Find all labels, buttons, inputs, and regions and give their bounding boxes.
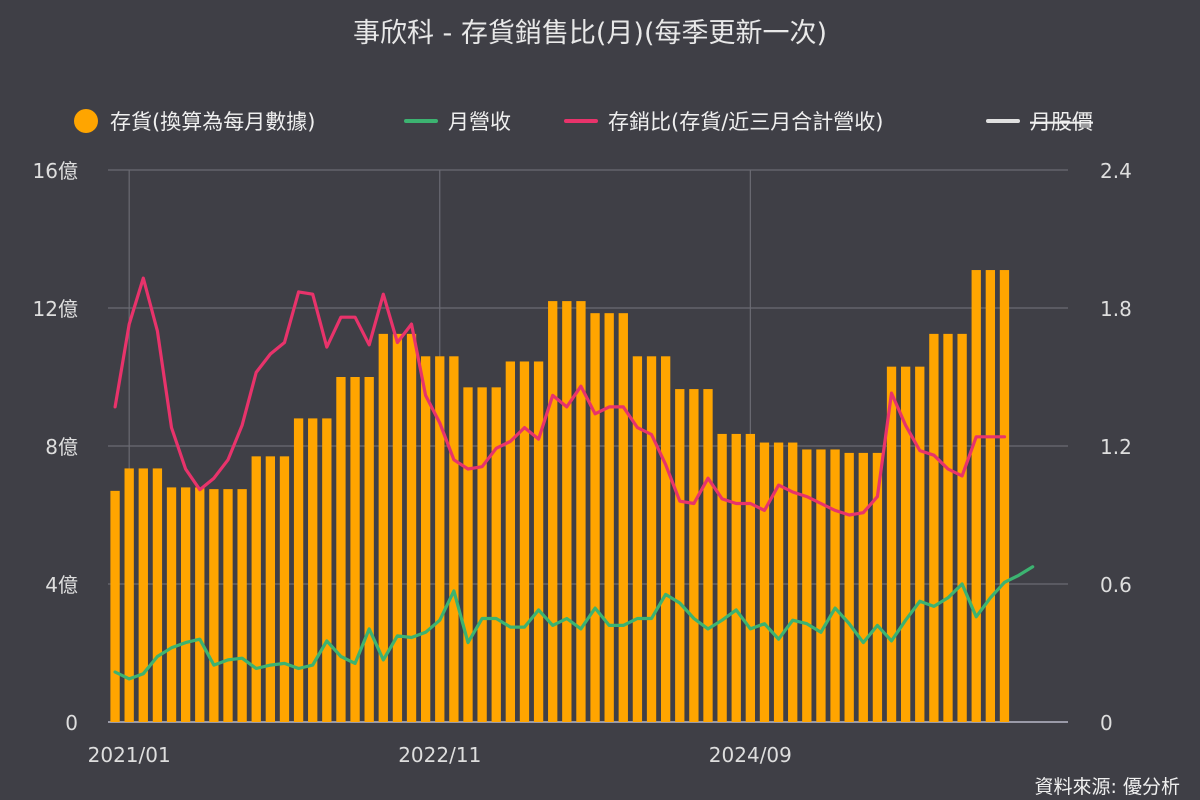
inventory-bar: [703, 389, 713, 722]
inventory-bar: [336, 377, 346, 722]
inventory-bar: [406, 333, 417, 722]
right-tick-label: 2.4: [1100, 159, 1132, 183]
right-axis-ticks: 0 0.6 1.2 1.8 2.4: [1100, 159, 1132, 735]
inventory-bar: [378, 333, 388, 722]
inventory-bar: [957, 333, 967, 722]
ratio-line: [113, 276, 1007, 517]
x-tick-label: 2021/01: [88, 743, 171, 767]
inventory-bar: [435, 356, 445, 722]
inventory-bar: [477, 387, 487, 722]
inventory-bar: [915, 366, 925, 722]
inventory-bar: [632, 356, 643, 722]
inventory-bar: [576, 301, 586, 722]
legend: 存貨(換算為每月數據) 月營收 存銷比(存貨/近三月合計營收) 月股價: [74, 109, 1093, 134]
x-tick-label: 2024/09: [709, 743, 792, 767]
revenue-line: [113, 565, 1035, 681]
left-tick-label: 16億: [33, 159, 78, 183]
inventory-bars: [110, 270, 1010, 722]
inventory-bar: [816, 449, 826, 722]
inventory-bar: [872, 452, 883, 722]
inventory-bar: [660, 356, 671, 722]
inventory-bar: [420, 356, 431, 722]
inventory-bar: [675, 389, 685, 722]
inventory-bar: [773, 442, 784, 722]
inventory-bar: [985, 270, 996, 722]
left-tick-label: 4億: [45, 573, 78, 597]
legend-label: 存銷比(存貨/近三月合計營收): [608, 110, 883, 134]
inventory-bar: [533, 361, 544, 722]
inventory-bar: [491, 387, 501, 722]
left-tick-label: 0: [65, 711, 78, 735]
inventory-bar: [124, 468, 134, 722]
inventory-bar: [689, 389, 699, 722]
left-tick-label: 8億: [45, 435, 78, 459]
inventory-bar: [279, 456, 290, 722]
inventory-bar: [562, 301, 572, 722]
inventory-bar: [731, 433, 741, 722]
legend-label: 月股價: [1030, 110, 1093, 134]
inventory-bar: [844, 452, 854, 722]
inventory-bar: [293, 418, 304, 722]
series-lines: [113, 276, 1035, 681]
inventory-bar: [858, 452, 868, 722]
inventory-bar: [180, 487, 191, 722]
inventory-bar: [745, 433, 756, 722]
legend-item-inventory[interactable]: 存貨(換算為每月數據): [74, 109, 315, 134]
inventory-bar: [999, 270, 1010, 722]
inventory-bar: [463, 387, 473, 722]
inventory-bar: [152, 468, 163, 722]
left-axis-ticks: 0 4億 8億 12億 16億: [33, 159, 78, 735]
inventory-bar: [646, 356, 657, 722]
inventory-bar: [788, 442, 798, 722]
inventory-bar: [590, 313, 600, 722]
inventory-bar: [505, 361, 516, 722]
inventory-bar: [971, 270, 981, 722]
legend-label: 存貨(換算為每月數據): [110, 110, 315, 134]
inventory-bar: [110, 490, 120, 722]
right-tick-label: 0: [1100, 711, 1113, 735]
inventory-bar: [618, 313, 628, 722]
inventory-bar: [350, 377, 360, 722]
legend-item-revenue[interactable]: 月營收: [404, 110, 511, 134]
inventory-bar: [166, 487, 177, 722]
inventory-bar: [392, 333, 403, 722]
inventory-bar: [759, 442, 770, 722]
chart-title: 事欣科 - 存貨銷售比(月)(每季更新一次): [353, 18, 827, 49]
inventory-bar: [943, 333, 953, 722]
right-tick-label: 1.2: [1100, 435, 1132, 459]
source-label: 資料來源: 優分析: [1035, 776, 1180, 798]
legend-item-ratio[interactable]: 存銷比(存貨/近三月合計營收): [564, 110, 883, 134]
inventory-bar: [449, 356, 459, 722]
inventory-bar: [548, 301, 558, 722]
inventory-bar: [830, 449, 840, 722]
right-tick-label: 0.6: [1100, 573, 1132, 597]
inventory-bar: [604, 313, 614, 722]
inventory-bar: [308, 418, 318, 722]
inventory-bar: [265, 456, 276, 722]
x-tick-label: 2022/11: [398, 743, 481, 767]
legend-swatch: [74, 109, 98, 133]
inventory-bar: [886, 366, 897, 722]
inventory-bar: [364, 377, 374, 722]
right-tick-label: 1.8: [1100, 297, 1132, 321]
left-tick-label: 12億: [33, 297, 78, 321]
inventory-bar: [929, 333, 939, 722]
inventory-bar: [900, 366, 911, 722]
inventory-bar: [223, 489, 233, 722]
inventory-bar: [209, 489, 219, 722]
inventory-bar: [138, 468, 148, 722]
inventory-bar: [717, 433, 727, 722]
legend-item-price[interactable]: 月股價: [986, 110, 1093, 134]
x-axis-labels: 2021/01 2022/11 2024/09: [88, 743, 792, 767]
inventory-bar: [322, 418, 332, 722]
inventory-bar: [519, 361, 530, 722]
inventory-bar: [802, 449, 812, 722]
inventory-bar: [237, 489, 247, 722]
inventory-bar: [251, 456, 261, 722]
inventory-bar: [195, 487, 205, 722]
legend-label: 月營收: [448, 110, 511, 134]
